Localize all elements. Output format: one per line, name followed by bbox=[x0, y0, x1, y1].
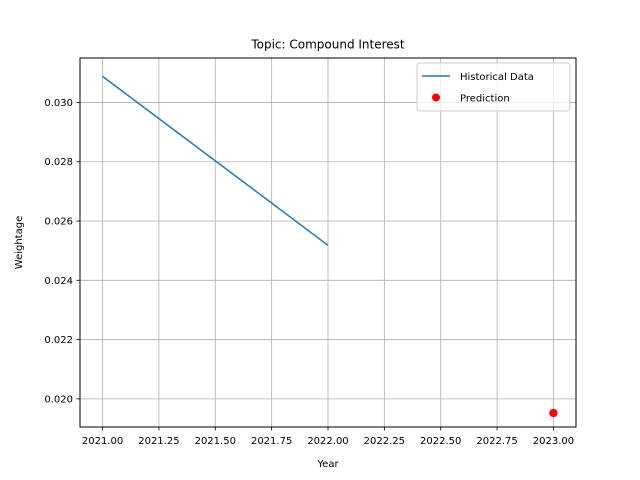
x-tick-label: 2021.50 bbox=[195, 436, 236, 447]
y-tick-label: 0.022 bbox=[44, 335, 73, 346]
y-tick-label: 0.028 bbox=[44, 157, 73, 168]
x-tick-label: 2022.25 bbox=[364, 436, 405, 447]
chart-title: Topic: Compound Interest bbox=[250, 38, 405, 52]
historical-data-line bbox=[102, 75, 329, 246]
axis-ticks: 2021.00 2021.25 2021.50 2021.75 2022.00 2022.… bbox=[44, 98, 574, 447]
x-tick-label: 2022.00 bbox=[307, 436, 348, 447]
x-tick-label: 2021.00 bbox=[82, 436, 123, 447]
x-tick-label: 2023.00 bbox=[533, 436, 574, 447]
y-tick-label: 0.026 bbox=[44, 217, 73, 228]
legend: Historical Data Prediction bbox=[416, 62, 571, 112]
x-tick-label: 2022.75 bbox=[476, 436, 517, 447]
y-tick-label: 0.020 bbox=[44, 394, 73, 405]
legend-marker-swatch bbox=[432, 93, 440, 102]
legend-entry-prediction: Prediction bbox=[460, 94, 510, 105]
legend-entry-historical: Historical Data bbox=[460, 72, 534, 83]
plot-data bbox=[102, 75, 558, 418]
y-axis-label: Weightage bbox=[14, 216, 25, 269]
grid bbox=[80, 58, 576, 427]
legend-box bbox=[416, 62, 571, 112]
y-tick-label: 0.024 bbox=[44, 276, 73, 287]
x-tick-label: 2021.75 bbox=[251, 436, 292, 447]
prediction-point bbox=[549, 408, 558, 418]
x-tick-label: 2021.25 bbox=[138, 436, 179, 447]
y-tick-label: 0.030 bbox=[44, 98, 73, 109]
x-axis-label: Year bbox=[316, 459, 339, 470]
x-tick-label: 2022.50 bbox=[420, 436, 461, 447]
